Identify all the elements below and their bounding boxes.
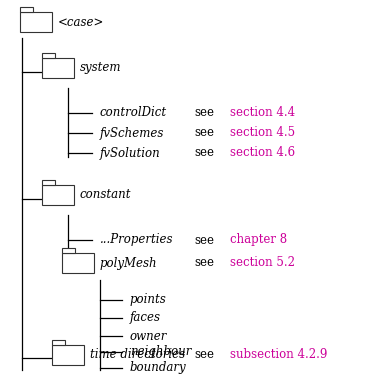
- Text: time directories: time directories: [90, 348, 185, 362]
- Text: ...Properties: ...Properties: [100, 233, 173, 247]
- Bar: [42, 180, 55, 185]
- Bar: [20, 7, 33, 12]
- Text: boundary: boundary: [130, 362, 187, 374]
- Bar: [42, 53, 55, 58]
- Text: points: points: [130, 294, 167, 307]
- Bar: [52, 340, 65, 345]
- Bar: [20, 12, 52, 32]
- Text: see: see: [194, 256, 214, 270]
- Text: section 4.4: section 4.4: [230, 106, 295, 120]
- Text: system: system: [80, 61, 121, 75]
- Text: chapter 8: chapter 8: [230, 233, 287, 247]
- Text: see: see: [194, 106, 214, 120]
- Text: see: see: [194, 233, 214, 247]
- Bar: [42, 58, 74, 78]
- Bar: [42, 185, 74, 205]
- Text: faces: faces: [130, 311, 161, 325]
- Text: see: see: [194, 348, 214, 362]
- Text: neighbour: neighbour: [130, 345, 191, 359]
- Text: section 4.6: section 4.6: [230, 147, 295, 159]
- Text: constant: constant: [80, 188, 131, 201]
- Text: subsection 4.2.9: subsection 4.2.9: [230, 348, 328, 362]
- Text: controlDict: controlDict: [100, 106, 167, 120]
- Text: fvSolution: fvSolution: [100, 147, 161, 159]
- Text: section 4.5: section 4.5: [230, 127, 295, 139]
- Text: polyMesh: polyMesh: [100, 256, 158, 270]
- Text: owner: owner: [130, 329, 167, 342]
- Text: fvSchemes: fvSchemes: [100, 127, 165, 139]
- Text: see: see: [194, 147, 214, 159]
- Bar: [62, 253, 94, 273]
- Bar: [62, 248, 75, 253]
- Bar: [52, 345, 84, 365]
- Text: see: see: [194, 127, 214, 139]
- Text: <case>: <case>: [58, 15, 104, 29]
- Text: section 5.2: section 5.2: [230, 256, 295, 270]
